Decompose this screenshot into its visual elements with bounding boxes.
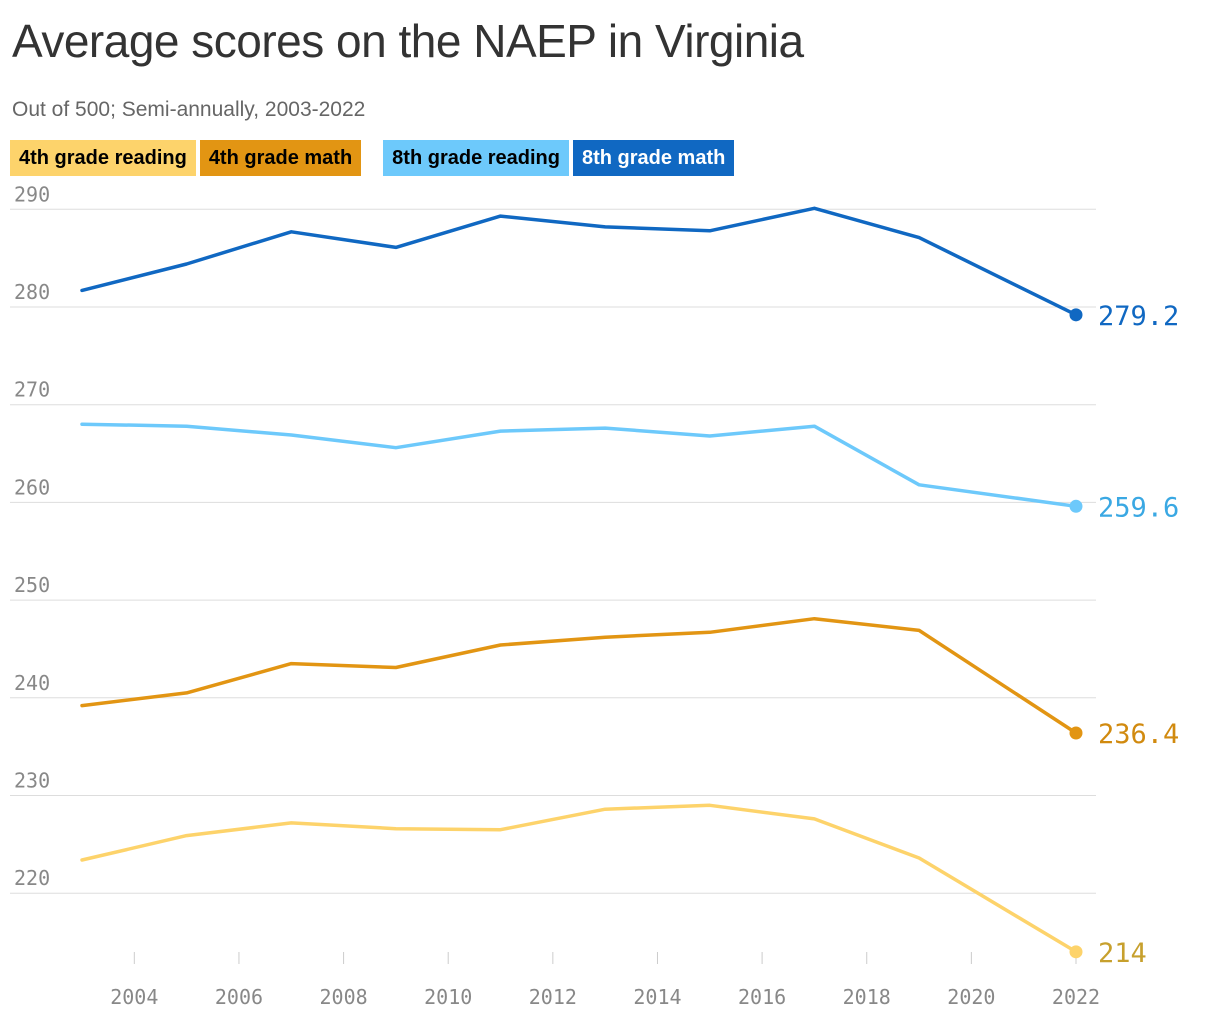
x-tick-label: 2016 [738, 985, 786, 1009]
x-tick-label: 2022 [1052, 985, 1100, 1009]
end-point-4th-grade-math [1069, 726, 1083, 740]
series-line-4th-grade-math [80, 616, 1078, 735]
chart-subtitle: Out of 500; Semi-annually, 2003-2022 [12, 98, 366, 121]
y-tick-label: 280 [14, 280, 50, 304]
x-tick-label: 2012 [529, 985, 577, 1009]
x-tick-label: 2018 [843, 985, 891, 1009]
end-label-8th-grade-reading: 259.6 [1098, 492, 1179, 523]
legend-item-4th-grade-reading: 4th grade reading [10, 140, 196, 176]
x-tick-label: 2008 [319, 985, 367, 1009]
end-point-8th-grade-reading [1069, 499, 1083, 513]
legend-item-8th-grade-math: 8th grade math [572, 140, 735, 176]
x-tick-label: 2010 [424, 985, 472, 1009]
chart-title: Average scores on the NAEP in Virginia [12, 15, 804, 67]
legend: 4th grade reading 4th grade math 8th gra… [10, 140, 738, 176]
series-line-8th-grade-math [80, 206, 1078, 317]
series-line-4th-grade-reading [80, 803, 1078, 954]
x-tick-label: 2014 [633, 985, 681, 1009]
legend-item-8th-grade-reading: 8th grade reading [383, 140, 569, 176]
y-tick-label: 220 [14, 866, 50, 890]
series-line-8th-grade-reading [80, 422, 1078, 509]
end-point-4th-grade-reading [1069, 945, 1083, 959]
y-tick-label: 240 [14, 671, 50, 695]
x-tick-label: 2004 [110, 985, 158, 1009]
y-tick-label: 250 [14, 573, 50, 597]
end-label-8th-grade-math: 279.2 [1098, 301, 1179, 332]
end-point-8th-grade-math [1069, 308, 1083, 322]
end-label-4th-grade-reading: 214 [1098, 938, 1147, 969]
legend-item-4th-grade-math: 4th grade math [199, 140, 362, 176]
y-tick-label: 260 [14, 475, 50, 499]
y-tick-label: 290 [14, 182, 50, 206]
y-tick-label: 270 [14, 378, 50, 402]
x-tick-label: 2006 [215, 985, 263, 1009]
y-tick-label: 230 [14, 769, 50, 793]
end-label-4th-grade-math: 236.4 [1098, 719, 1179, 750]
x-tick-label: 2020 [947, 985, 995, 1009]
